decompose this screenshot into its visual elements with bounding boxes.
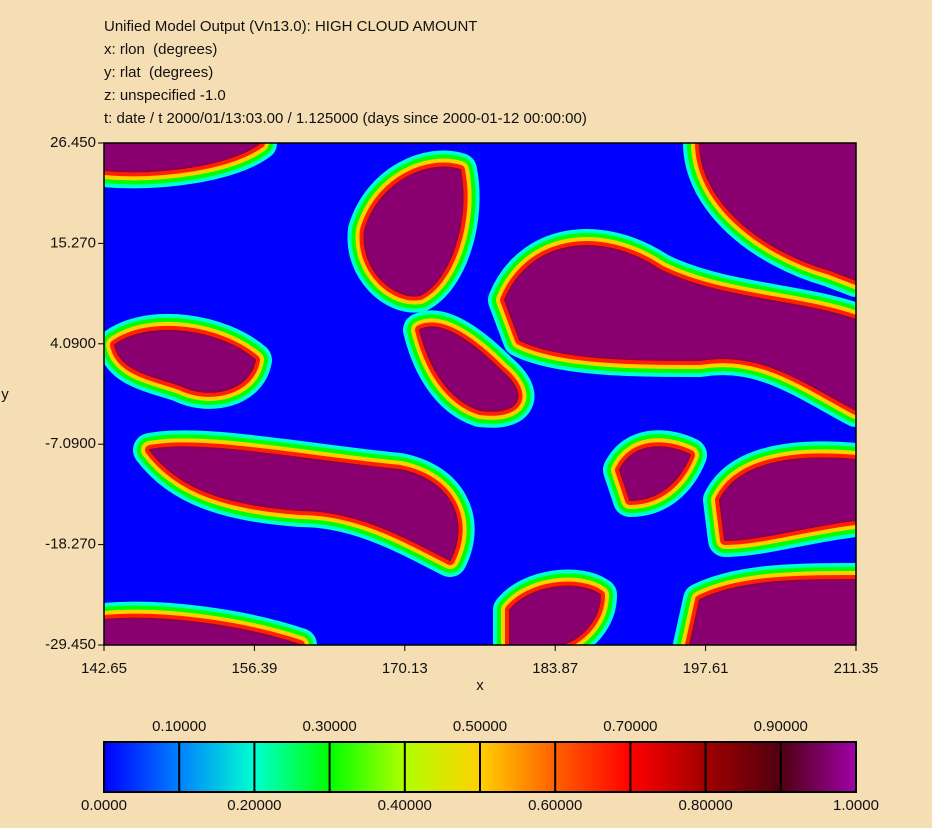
colorbar-frame: [103, 741, 857, 793]
x-tick-label: 197.61: [683, 660, 729, 677]
colorbar-tick-label: 0.80000: [678, 797, 732, 814]
cloud-shape: [509, 585, 601, 645]
x-tick-label: 156.39: [231, 660, 277, 677]
plot-frame: [103, 142, 857, 646]
y-tick-label: 26.450: [50, 134, 96, 151]
colorbar-tick-label: 0.10000: [152, 718, 206, 735]
x-axis-label: x: [476, 677, 484, 694]
chart-title: Unified Model Output (Vn13.0): HIGH CLOU…: [104, 18, 477, 35]
colorbar-tick-label: 0.90000: [754, 718, 808, 735]
colorbar-tick-label: 1.0000: [833, 797, 879, 814]
x-tick-label: 170.13: [382, 660, 428, 677]
y-axis-label: y: [1, 386, 9, 403]
x-tick-label: 183.87: [532, 660, 578, 677]
colorbar-tick-label: 0.40000: [378, 797, 432, 814]
cloud-shape: [699, 143, 856, 281]
y-tick-label: -18.270: [45, 536, 96, 553]
subtitle-line: y: rlat (degrees): [104, 64, 213, 81]
x-tick-label: 142.65: [81, 660, 127, 677]
y-tick-label: -7.0900: [45, 435, 96, 452]
cloud-shape: [419, 326, 519, 412]
cloud-shape: [149, 446, 459, 561]
x-tick-label: 211.35: [834, 660, 879, 677]
y-tick-label: 15.270: [50, 234, 96, 251]
cloud-shape: [104, 143, 261, 173]
cloud-shape: [504, 245, 856, 411]
cloud-shape: [689, 579, 856, 645]
subtitle-line: t: date / t 2000/01/13:03.00 / 1.125000 …: [104, 110, 587, 127]
colorbar-tick-label: 0.70000: [603, 718, 657, 735]
subtitle-line: z: unspecified -1.0: [104, 87, 226, 104]
colorbar-tick-label: 0.50000: [453, 718, 507, 735]
cloud-shape: [719, 457, 856, 541]
colorbar-tick-label: 0.0000: [81, 797, 127, 814]
cloud-field: [104, 143, 856, 645]
cloud-shape: [363, 166, 464, 297]
subtitle-line: x: rlon (degrees): [104, 41, 217, 58]
y-tick-label: -29.450: [45, 636, 96, 653]
cloud-shape: [114, 329, 256, 393]
colorbar-tick-label: 0.30000: [302, 718, 356, 735]
colorbar-tick-label: 0.20000: [227, 797, 281, 814]
cloud-shape: [619, 446, 691, 501]
colorbar-tick-label: 0.60000: [528, 797, 582, 814]
y-tick-label: 4.0900: [50, 335, 96, 352]
